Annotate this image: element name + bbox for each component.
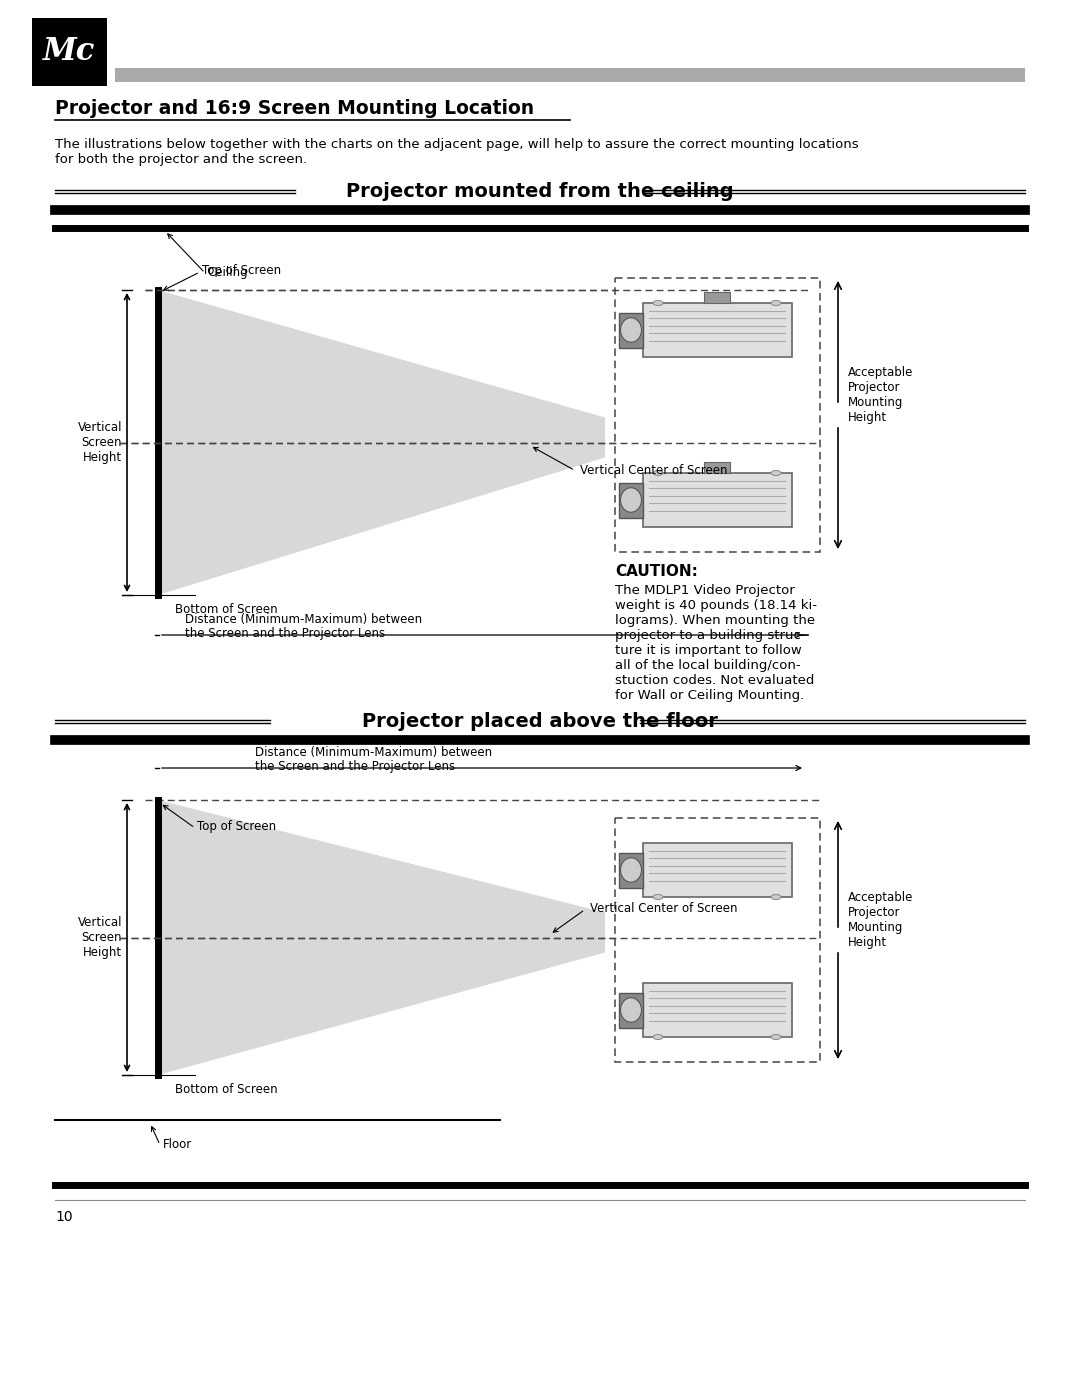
Ellipse shape — [771, 894, 781, 900]
Text: The illustrations below together with the charts on the adjacent page, will help: The illustrations below together with th… — [55, 138, 859, 166]
Ellipse shape — [621, 858, 642, 883]
Ellipse shape — [621, 997, 642, 1023]
Text: Floor: Floor — [163, 1139, 192, 1151]
Ellipse shape — [653, 300, 663, 306]
Text: Acceptable
Projector
Mounting
Height: Acceptable Projector Mounting Height — [848, 891, 914, 949]
Text: 10: 10 — [55, 1210, 72, 1224]
Bar — [619, 483, 643, 518]
Bar — [643, 842, 792, 897]
Text: Projector and 16:9 Screen Mounting Location: Projector and 16:9 Screen Mounting Locat… — [55, 99, 535, 117]
Text: Projector mounted from the ceiling: Projector mounted from the ceiling — [347, 182, 733, 201]
Text: CAUTION:: CAUTION: — [615, 564, 698, 578]
Bar — [114, 68, 1025, 82]
Text: The MDLP1 Video Projector
weight is 40 pounds (18.14 ki-
lograms). When mounting: The MDLP1 Video Projector weight is 40 p… — [615, 584, 816, 703]
Text: the Screen and the Projector Lens: the Screen and the Projector Lens — [185, 627, 386, 640]
Ellipse shape — [771, 300, 781, 306]
Bar — [619, 993, 643, 1028]
Bar — [643, 474, 792, 527]
Text: Projector placed above the floor: Projector placed above the floor — [362, 712, 718, 731]
Text: Acceptable
Projector
Mounting
Height: Acceptable Projector Mounting Height — [848, 366, 914, 425]
Text: Top of Screen: Top of Screen — [202, 264, 281, 277]
Ellipse shape — [653, 1035, 663, 1039]
Polygon shape — [158, 800, 605, 1076]
Ellipse shape — [771, 1035, 781, 1039]
Bar — [704, 292, 730, 303]
Bar — [643, 983, 792, 1037]
Text: Vertical Center of Screen: Vertical Center of Screen — [580, 464, 728, 478]
Bar — [619, 313, 643, 348]
Polygon shape — [158, 291, 605, 595]
Bar — [32, 18, 107, 87]
Text: Mc: Mc — [43, 36, 96, 67]
Text: Distance (Minimum-Maximum) between: Distance (Minimum-Maximum) between — [255, 746, 492, 759]
Bar — [704, 462, 730, 474]
Ellipse shape — [653, 471, 663, 475]
Text: Distance (Minimum-Maximum) between: Distance (Minimum-Maximum) between — [185, 613, 422, 626]
Text: Vertical
Screen
Height: Vertical Screen Height — [78, 420, 122, 464]
Text: Vertical Center of Screen: Vertical Center of Screen — [590, 902, 738, 915]
Ellipse shape — [653, 894, 663, 900]
Bar — [643, 303, 792, 358]
Ellipse shape — [621, 488, 642, 513]
Text: Bottom of Screen: Bottom of Screen — [175, 604, 278, 616]
Text: Ceiling: Ceiling — [207, 265, 247, 279]
Ellipse shape — [621, 317, 642, 342]
Text: Bottom of Screen: Bottom of Screen — [175, 1083, 278, 1097]
Text: the Screen and the Projector Lens: the Screen and the Projector Lens — [255, 760, 455, 773]
Text: Top of Screen: Top of Screen — [197, 820, 276, 833]
Text: Vertical
Screen
Height: Vertical Screen Height — [78, 916, 122, 958]
Ellipse shape — [771, 471, 781, 475]
Bar — [619, 854, 643, 888]
